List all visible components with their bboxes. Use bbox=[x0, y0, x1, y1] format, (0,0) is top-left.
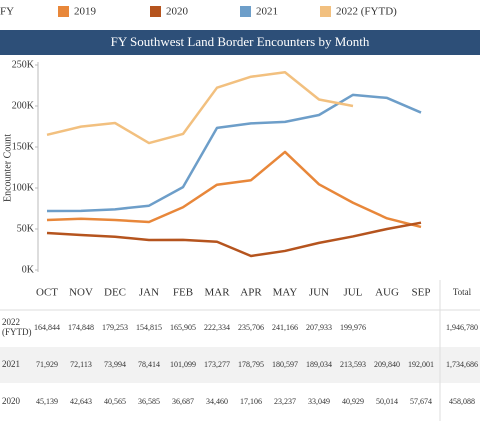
y-tick-label: 250K bbox=[12, 59, 35, 70]
table-cell: 101,099 bbox=[170, 360, 196, 369]
table-cell: 235,706 bbox=[238, 323, 264, 332]
table-cell: 178,795 bbox=[238, 360, 264, 369]
table-cell: 57,674 bbox=[410, 397, 432, 406]
table-cell: 173,277 bbox=[204, 360, 230, 369]
table-cell: 73,994 bbox=[104, 360, 126, 369]
legend-swatch bbox=[240, 6, 251, 17]
table-cell: 36,687 bbox=[172, 397, 194, 406]
table-total: 1,946,780 bbox=[446, 323, 478, 332]
x-tick-label: AUG bbox=[375, 287, 399, 299]
table-cell: 36,585 bbox=[138, 397, 160, 406]
table-cell: 45,139 bbox=[36, 397, 58, 406]
table-cell: 199,976 bbox=[340, 323, 366, 332]
x-tick-label: APR bbox=[240, 287, 262, 299]
table-total: 458,088 bbox=[449, 397, 475, 406]
table-cell: 180,597 bbox=[272, 360, 298, 369]
legend-swatch bbox=[58, 6, 69, 17]
table-cell: 209,840 bbox=[374, 360, 400, 369]
legend-label: 2020 bbox=[166, 6, 189, 18]
table-cell: 23,237 bbox=[274, 397, 296, 406]
table-cell: 189,034 bbox=[306, 360, 332, 369]
table-cell: 71,929 bbox=[36, 360, 58, 369]
x-tick-label: SEP bbox=[412, 287, 431, 299]
x-tick-label: JUN bbox=[309, 287, 329, 299]
table-cell: 72,113 bbox=[70, 360, 92, 369]
series-line bbox=[46, 70, 354, 145]
y-axis-label: Encounter Count bbox=[2, 134, 13, 202]
series-line bbox=[46, 150, 422, 229]
legend-swatch bbox=[320, 6, 331, 17]
table-cell: 33,049 bbox=[308, 397, 330, 406]
table-cell: 154,815 bbox=[136, 323, 162, 332]
y-tick-label: 50K bbox=[17, 223, 35, 234]
table-cell: 42,643 bbox=[70, 397, 92, 406]
y-tick-label: 150K bbox=[12, 141, 35, 152]
legend-swatch bbox=[150, 6, 161, 17]
table-cell: 179,253 bbox=[102, 323, 128, 332]
row-label: 2022 (FYTD) bbox=[2, 317, 32, 337]
x-tick-label: JUL bbox=[344, 287, 363, 299]
title-bar bbox=[0, 30, 480, 55]
y-tick-label: 200K bbox=[12, 100, 35, 111]
table-cell: 164,844 bbox=[34, 323, 60, 332]
table-cell: 34,460 bbox=[206, 397, 228, 406]
table-cell: 213,593 bbox=[340, 360, 366, 369]
series-line bbox=[46, 93, 422, 213]
x-tick-label: NOV bbox=[69, 287, 93, 299]
x-tick-label: MAR bbox=[204, 287, 230, 299]
x-tick-label: JAN bbox=[139, 287, 159, 299]
table-cell: 192,001 bbox=[408, 360, 434, 369]
table-cell: 40,565 bbox=[104, 397, 126, 406]
x-tick-label: MAY bbox=[273, 287, 298, 299]
series-line bbox=[46, 221, 422, 258]
y-tick-label: 100K bbox=[12, 182, 35, 193]
total-header: Total bbox=[453, 287, 472, 297]
legend-label: 2022 (FYTD) bbox=[336, 6, 397, 18]
row-band bbox=[0, 347, 480, 383]
table-cell: 207,933 bbox=[306, 323, 332, 332]
legend-label: 2019 bbox=[74, 6, 97, 18]
table-cell: 222,334 bbox=[204, 323, 230, 332]
legend-title: FY bbox=[0, 6, 14, 18]
table-cell: 78,414 bbox=[138, 360, 160, 369]
x-tick-label: DEC bbox=[104, 287, 126, 299]
table-cell: 165,905 bbox=[170, 323, 196, 332]
table-cell: 241,166 bbox=[272, 323, 298, 332]
x-tick-label: OCT bbox=[36, 287, 58, 299]
y-tick-label: 0K bbox=[22, 264, 35, 275]
x-tick-label: FEB bbox=[173, 287, 193, 299]
table-cell: 50,014 bbox=[376, 397, 398, 406]
table-cell: 40,929 bbox=[342, 397, 364, 406]
table-total: 1,734,686 bbox=[446, 360, 478, 369]
row-label: 2020 bbox=[2, 396, 21, 406]
table-cell: 174,848 bbox=[68, 323, 94, 332]
row-label: 2021 bbox=[2, 359, 20, 369]
legend-label: 2021 bbox=[256, 6, 278, 18]
chart-title: FY Southwest Land Border Encounters by M… bbox=[111, 34, 370, 49]
table-cell: 17,106 bbox=[240, 397, 262, 406]
